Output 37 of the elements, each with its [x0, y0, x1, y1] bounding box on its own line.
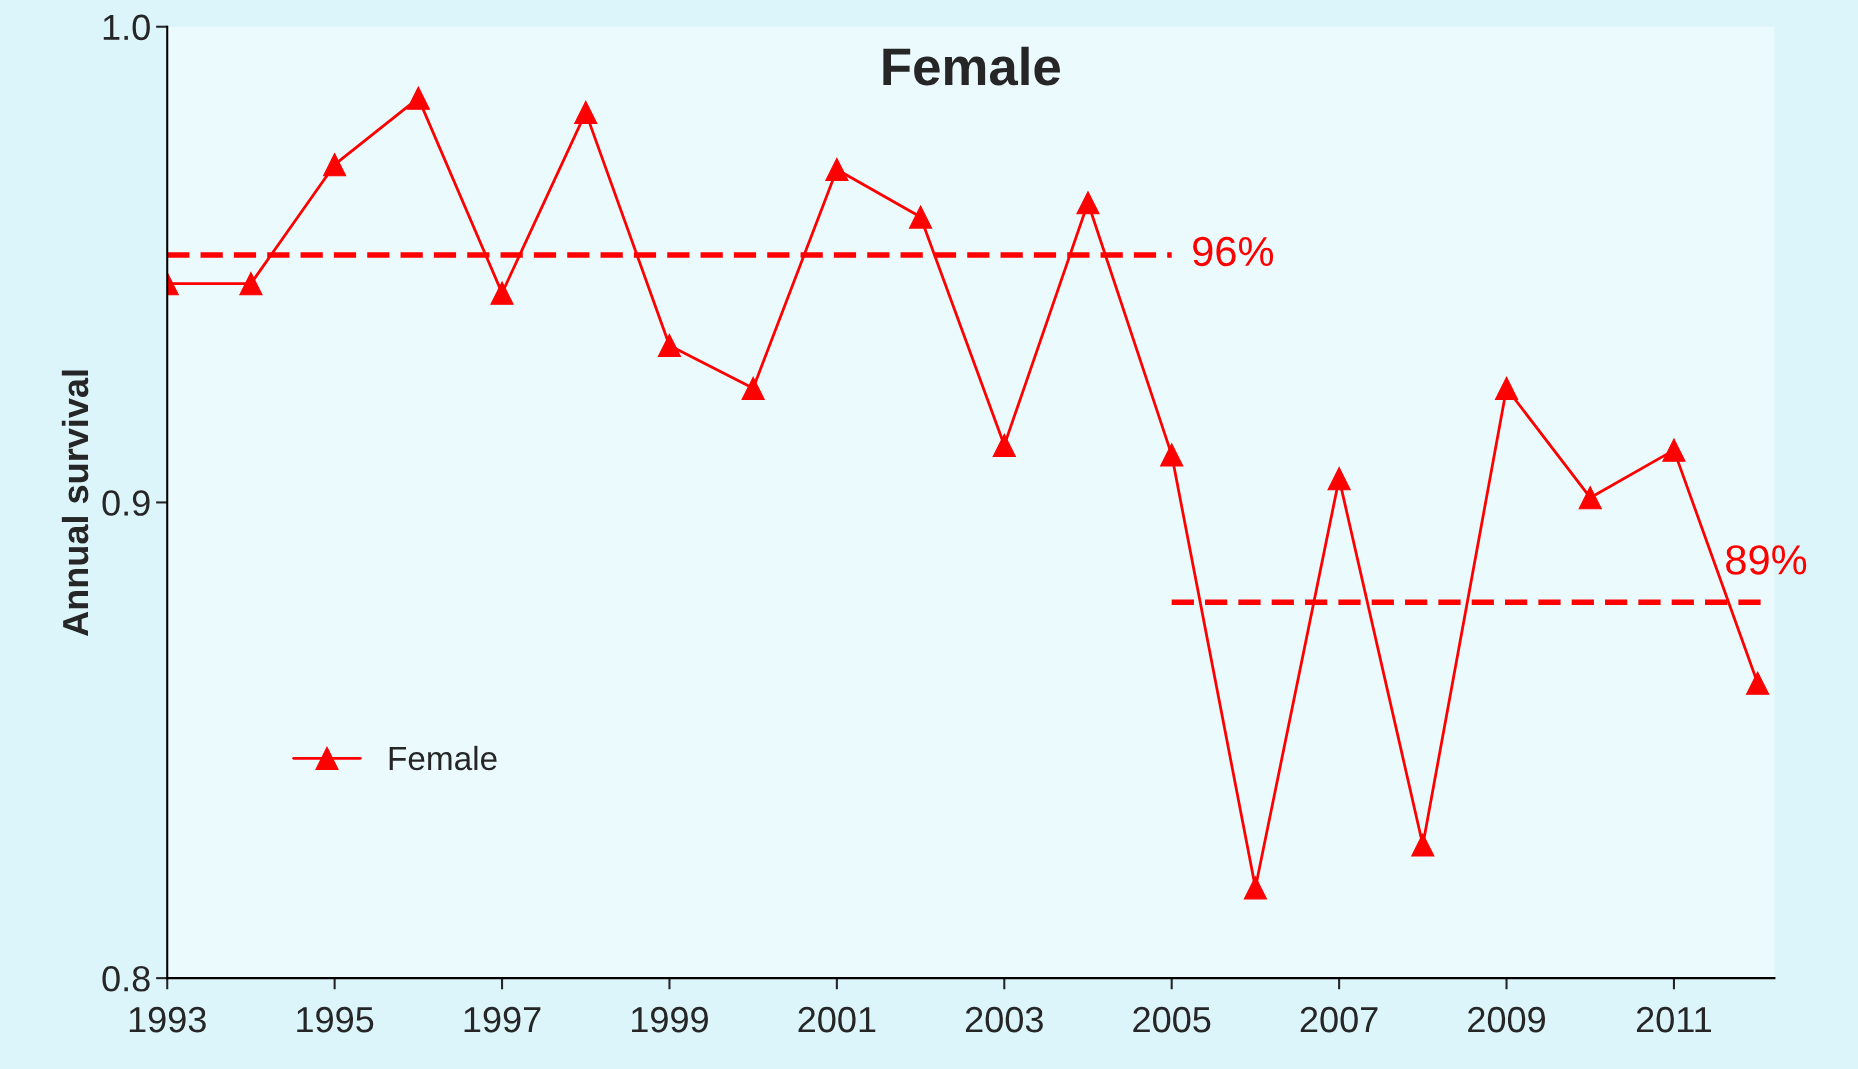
point — [1160, 443, 1184, 467]
x-tick-label: 2011 — [1636, 1006, 1712, 1033]
point — [1578, 486, 1602, 510]
point — [490, 281, 514, 305]
point — [1494, 376, 1519, 400]
point — [323, 153, 347, 177]
point — [741, 376, 765, 400]
annotation: 89% — [1726, 545, 1807, 575]
x-tick-label: 2003 — [965, 1006, 1043, 1033]
x-tick-label: 1999 — [632, 1006, 708, 1033]
y-tick-label: 0.9 — [102, 490, 150, 516]
point — [1243, 876, 1268, 900]
point — [1076, 191, 1100, 215]
point — [239, 271, 263, 296]
point — [1746, 671, 1770, 695]
legend-label: Female — [389, 745, 497, 771]
x-tick-label: 1993 — [129, 1006, 206, 1033]
point — [908, 205, 933, 229]
y-tick-label: 0.8 — [102, 966, 150, 992]
point — [1327, 467, 1351, 491]
point — [574, 100, 598, 124]
x-tick-label: 2005 — [1133, 1006, 1211, 1033]
point — [657, 333, 682, 358]
x-tick-label: 2007 — [1300, 1006, 1378, 1033]
x-tick-label: 2001 — [798, 1006, 876, 1033]
point — [992, 433, 1016, 457]
annotation: 96% — [1193, 236, 1274, 267]
y-tick-label: 1.0 — [103, 14, 150, 41]
point — [406, 86, 430, 110]
y-axis-title: Annual survival — [61, 370, 89, 636]
x-tick-label: 2009 — [1468, 1006, 1545, 1033]
point — [1662, 438, 1686, 462]
point — [1411, 833, 1435, 857]
chart-title: Female — [883, 46, 1060, 86]
x-tick-label: 1995 — [297, 1006, 374, 1033]
point — [825, 157, 849, 182]
x-tick-label: 1997 — [464, 1006, 541, 1033]
